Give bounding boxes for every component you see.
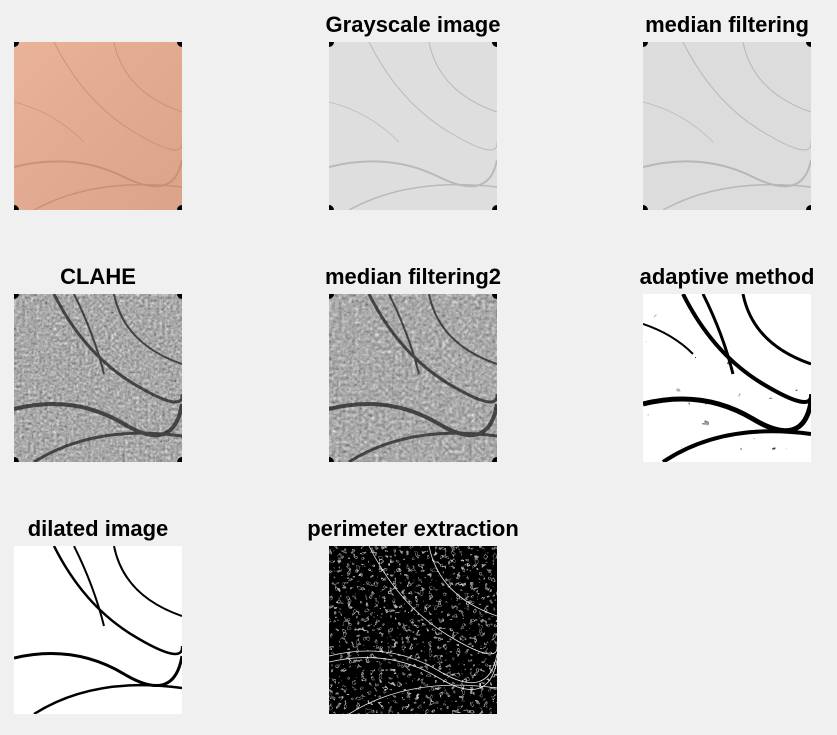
- panel-title: median filtering2: [324, 264, 502, 289]
- median-filtered-image: [643, 42, 811, 210]
- panel-title: CLAHE: [60, 264, 136, 289]
- panel-title: perimeter extraction: [307, 516, 519, 541]
- panel-title: dilated image: [27, 516, 169, 541]
- panel-median: median filtering: [643, 12, 811, 210]
- panel-dilated: dilated image: [14, 516, 182, 714]
- clahe-image: [14, 294, 182, 462]
- original-skin-image: [14, 42, 182, 210]
- panel-original: [14, 42, 182, 210]
- dilated-image: [14, 546, 182, 714]
- perimeter-image: [329, 546, 497, 714]
- median-filtered2-image: [329, 294, 497, 462]
- panel-perimeter: perimeter extraction: [307, 516, 519, 714]
- panel-adaptive: adaptive method: [640, 264, 814, 462]
- adaptive-threshold-image: [643, 294, 811, 462]
- panel-title: median filtering: [645, 12, 809, 37]
- panel-median2: median filtering2: [325, 264, 501, 462]
- panel-grayscale: Grayscale image: [326, 12, 500, 210]
- panel-title: Grayscale image: [325, 12, 501, 37]
- grayscale-image: [329, 42, 497, 210]
- panel-title: adaptive method: [639, 264, 815, 289]
- panel-clahe: CLAHE: [14, 264, 182, 462]
